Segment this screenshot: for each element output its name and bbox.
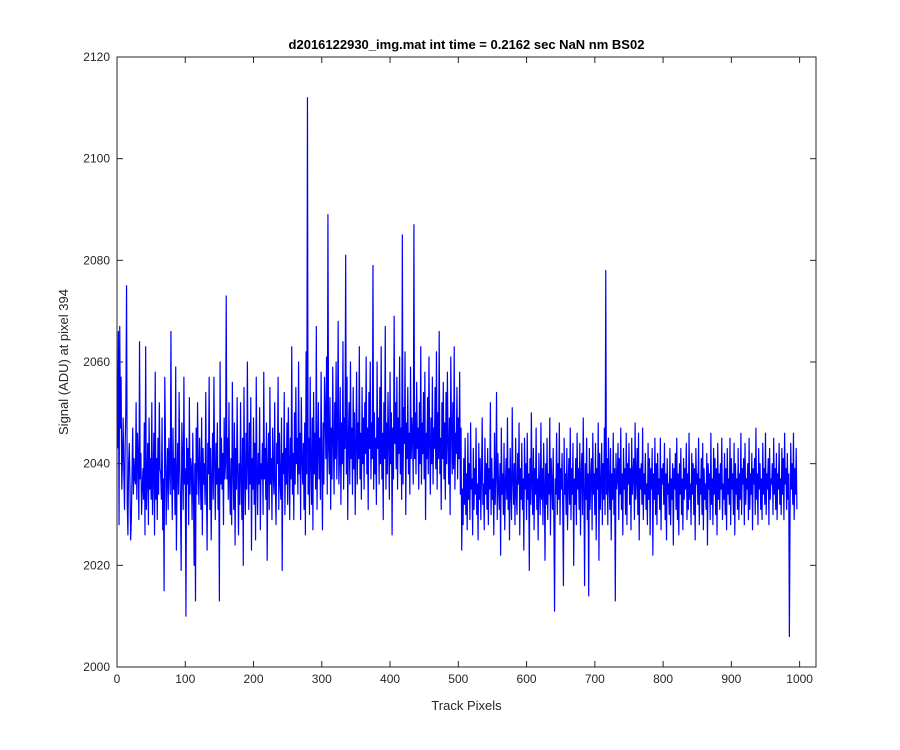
- x-tick-label: 100: [175, 672, 195, 686]
- y-tick-label: 2060: [83, 355, 110, 369]
- y-tick-label: 2100: [83, 152, 110, 166]
- y-tick-label: 2120: [83, 50, 110, 64]
- x-tick-label: 900: [721, 672, 741, 686]
- x-tick-label: 0: [114, 672, 121, 686]
- x-tick-label: 400: [380, 672, 400, 686]
- y-axis-ticks: 2000 2020 2040 2060 2080 2100 2120: [83, 50, 816, 674]
- plot-area: [117, 57, 816, 667]
- x-tick-label: 200: [244, 672, 264, 686]
- data-layer: [117, 97, 798, 638]
- series-line-0: [117, 97, 798, 638]
- x-tick-label: 700: [585, 672, 605, 686]
- x-tick-label: 600: [517, 672, 537, 686]
- chart-title: d2016122930_img.mat int time = 0.2162 se…: [289, 37, 645, 52]
- x-axis-ticks: 0 100 200 300 400 500 600 700 800 900 1000: [114, 57, 813, 686]
- x-tick-label: 500: [448, 672, 468, 686]
- x-tick-label: 800: [653, 672, 673, 686]
- x-tick-label: 300: [312, 672, 332, 686]
- y-tick-label: 2020: [83, 558, 110, 572]
- x-tick-label: 1000: [786, 672, 813, 686]
- y-tick-label: 2000: [83, 660, 110, 674]
- y-tick-label: 2040: [83, 457, 110, 471]
- y-tick-label: 2080: [83, 253, 110, 267]
- x-axis-label: Track Pixels: [431, 698, 502, 713]
- y-axis-label: Signal (ADU) at pixel 394: [56, 289, 71, 435]
